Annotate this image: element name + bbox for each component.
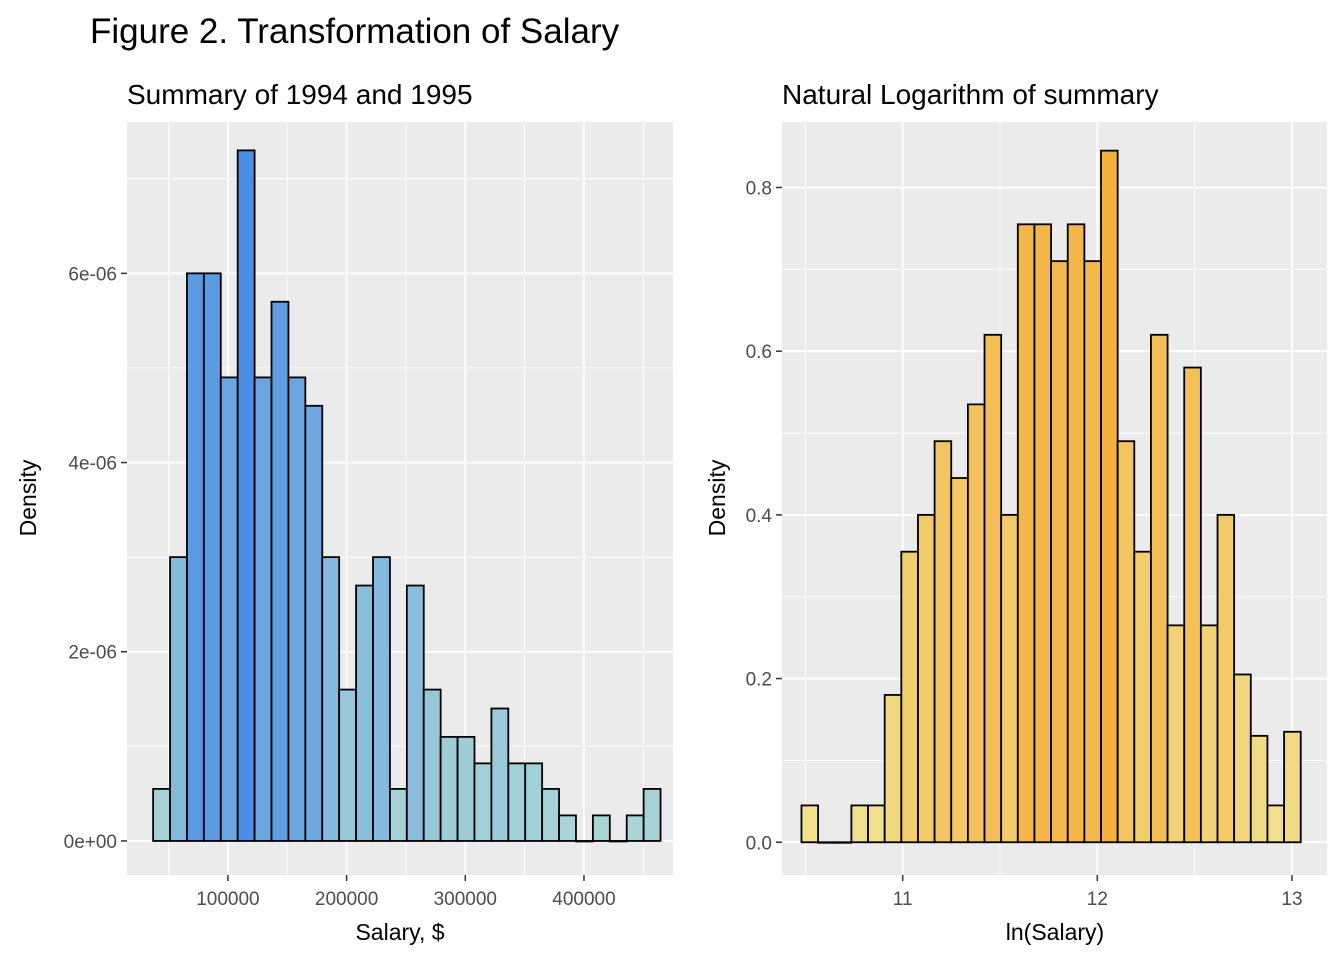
histogram-bar: [219, 376, 239, 842]
histogram-bar: [473, 762, 493, 842]
histogram-bar: [389, 788, 408, 842]
histogram-bar: [575, 840, 594, 843]
histogram-bar: [507, 762, 527, 842]
chart-title: Summary of 1994 and 1995: [127, 79, 473, 110]
y-tick-label: 0.2: [746, 670, 772, 691]
histogram-bar: [1033, 223, 1052, 844]
histogram-bar: [202, 272, 222, 842]
y-tick-label: 0.0: [746, 833, 772, 854]
x-axis-label: Salary, $: [355, 919, 444, 945]
histogram-bar: [321, 556, 341, 842]
histogram-bar: [1000, 513, 1019, 844]
histogram-bar: [422, 688, 442, 842]
histogram-bar: [608, 840, 628, 843]
histogram-bar: [490, 707, 510, 842]
y-axis: 0.0 0.2 0.4 0.6 0.8: [746, 178, 782, 854]
histogram-bar: [1066, 223, 1086, 844]
x-tick-label: 100000: [196, 889, 259, 910]
x-axis: 100000 200000 300000 400000: [196, 875, 616, 910]
histogram-bar: [1249, 734, 1269, 844]
histogram-bar: [1216, 513, 1236, 844]
histogram-bar: [524, 762, 544, 842]
chart-title: Natural Logarithm of summary: [782, 79, 1159, 110]
bars: [152, 149, 662, 843]
histogram-bar: [833, 841, 853, 844]
histogram-bar: [304, 404, 324, 842]
histogram-bar: [1116, 440, 1136, 844]
histogram-bar: [1050, 260, 1069, 844]
histogram-bar: [917, 513, 936, 844]
histogram-bar: [800, 804, 820, 844]
histogram-bar: [456, 735, 476, 842]
histogram-bar: [405, 584, 425, 842]
histogram-bar: [1133, 550, 1152, 844]
histogram-bar: [983, 333, 1003, 844]
histogram-bar: [372, 556, 391, 842]
histogram-bar: [355, 584, 374, 842]
y-tick-label: 2e-06: [68, 643, 117, 664]
histogram-bar: [169, 556, 188, 842]
histogram-bar: [541, 788, 560, 842]
y-axis: 0e+00 2e-06 4e-06 6e-06: [64, 264, 127, 853]
x-tick-label: 11: [893, 889, 913, 910]
x-tick-label: 200000: [315, 889, 378, 910]
histogram-bar: [1100, 149, 1119, 844]
histogram-bar: [867, 804, 886, 844]
x-axis: 11 12 13: [893, 875, 1303, 910]
bars: [800, 149, 1302, 844]
histogram-bar: [338, 688, 357, 842]
histogram-bar: [883, 694, 903, 844]
histogram-bar: [287, 376, 307, 842]
histogram-bar: [439, 735, 459, 842]
histogram-bar: [933, 440, 953, 844]
y-tick-label: 0.6: [746, 342, 772, 363]
y-tick-label: 0e+00: [64, 832, 117, 853]
histogram-bar: [591, 814, 611, 842]
x-tick-label: 12: [1087, 889, 1108, 910]
histogram-bar: [642, 788, 662, 842]
histogram-bar: [253, 376, 273, 842]
histogram-log-salary: Natural Logarithm of summary 0.00.20.40.…: [704, 79, 1327, 945]
histogram-bar: [1183, 366, 1202, 844]
histogram-bar: [1266, 804, 1285, 844]
y-axis-label: Density: [15, 459, 41, 536]
y-tick-label: 0.8: [746, 178, 772, 199]
histogram-bar: [1166, 624, 1186, 844]
histogram-bar: [900, 550, 919, 844]
x-tick-label: 400000: [552, 889, 615, 910]
histogram-bar: [850, 804, 869, 844]
histogram-bar: [558, 814, 577, 842]
histogram-bar: [1283, 730, 1302, 844]
x-tick-label: 300000: [434, 889, 497, 910]
figure-title: Figure 2. Transformation of Salary: [90, 12, 620, 51]
y-axis-label: Density: [704, 459, 730, 536]
histogram-bar: [236, 149, 256, 842]
histogram-bar: [1083, 260, 1102, 844]
histogram-bar: [152, 788, 171, 842]
x-axis-label: ln(Salary): [1006, 919, 1104, 945]
y-tick-label: 0.4: [746, 506, 773, 527]
histogram-bar: [966, 403, 986, 844]
histogram-bar: [1150, 333, 1169, 844]
histogram-salary: Summary of 1994 and 1995 0e+00 2e-06 4e-06…: [15, 79, 673, 945]
histogram-bar: [950, 477, 969, 844]
histogram-bar: [625, 814, 645, 842]
histogram-bar: [817, 841, 836, 844]
histogram-bar: [270, 300, 290, 842]
y-tick-label: 6e-06: [68, 264, 117, 285]
histogram-bar: [1233, 673, 1252, 844]
y-tick-label: 4e-06: [68, 454, 117, 475]
histogram-bar: [1016, 223, 1036, 844]
x-tick-label: 13: [1281, 889, 1302, 910]
histogram-bar: [186, 272, 205, 842]
histogram-bar: [1199, 624, 1219, 844]
